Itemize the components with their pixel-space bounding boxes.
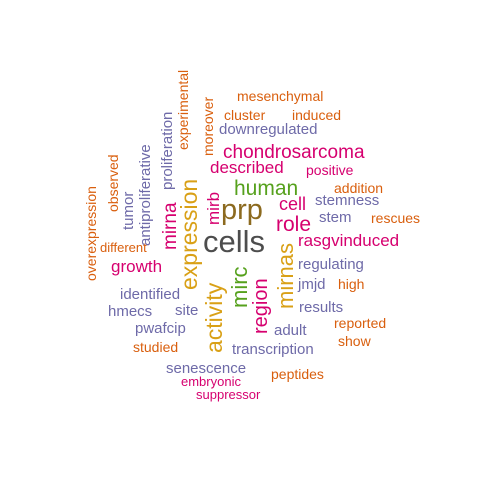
word-proliferation: proliferation xyxy=(159,111,176,190)
word-studied: studied xyxy=(133,339,179,355)
word-show: show xyxy=(338,333,371,349)
word-cell: cell xyxy=(279,194,307,214)
word-expression: expression xyxy=(176,178,202,290)
word-identified: identified xyxy=(120,286,181,303)
word-senescence: senescence xyxy=(166,360,247,377)
word-mirb: mirb xyxy=(204,191,223,225)
word-moreover: moreover xyxy=(200,96,216,156)
word-high: high xyxy=(338,276,365,292)
word-induced: induced xyxy=(292,107,342,123)
word-jmjd: jmjd xyxy=(298,276,326,293)
word-embryonic: embryonic xyxy=(181,374,241,389)
word-stemness: stemness xyxy=(315,192,380,209)
word-results: results xyxy=(299,299,344,316)
word-rescues: rescues xyxy=(371,210,421,226)
word-transcription: transcription xyxy=(232,341,314,358)
word-mirna: mirna xyxy=(160,202,181,250)
word-prp: prp xyxy=(221,194,263,226)
word-activity: activity xyxy=(201,282,227,353)
word-region: region xyxy=(250,278,272,334)
word-chondrosarcoma: chondrosarcoma xyxy=(223,142,365,163)
word-observed: observed xyxy=(105,154,121,212)
word-cells: cells xyxy=(203,224,266,259)
word-mesenchymal: mesenchymal xyxy=(237,88,324,104)
word-mirc: mirc xyxy=(227,266,252,308)
word-cluster: cluster xyxy=(224,107,266,123)
word-positive: positive xyxy=(306,162,354,178)
word-downregulated: downregulated xyxy=(219,121,318,138)
word-pwafcip: pwafcip xyxy=(135,320,186,337)
word-growth: growth xyxy=(111,257,163,276)
word-human: human xyxy=(234,177,299,200)
word-mirnas: mirnas xyxy=(273,242,298,309)
word-role: role xyxy=(276,213,312,236)
word-peptides: peptides xyxy=(271,366,324,382)
word-regulating: regulating xyxy=(298,256,364,273)
word-antiproliferative: antiproliferative xyxy=(137,144,154,246)
word-adult: adult xyxy=(274,322,307,339)
word-addition: addition xyxy=(334,180,384,196)
word-suppressor: suppressor xyxy=(196,387,261,402)
word-experimental: experimental xyxy=(175,69,191,150)
word-overexpression: overexpression xyxy=(83,186,99,281)
word-different: different xyxy=(100,240,147,255)
word-hmecs: hmecs xyxy=(108,303,153,320)
word-tumor: tumor xyxy=(120,191,137,230)
word-rasgvinduced: rasgvinduced xyxy=(298,231,400,250)
word-stem: stem xyxy=(319,209,352,226)
word-described: described xyxy=(210,158,284,177)
word-reported: reported xyxy=(334,315,387,331)
word-site: site xyxy=(175,302,199,319)
